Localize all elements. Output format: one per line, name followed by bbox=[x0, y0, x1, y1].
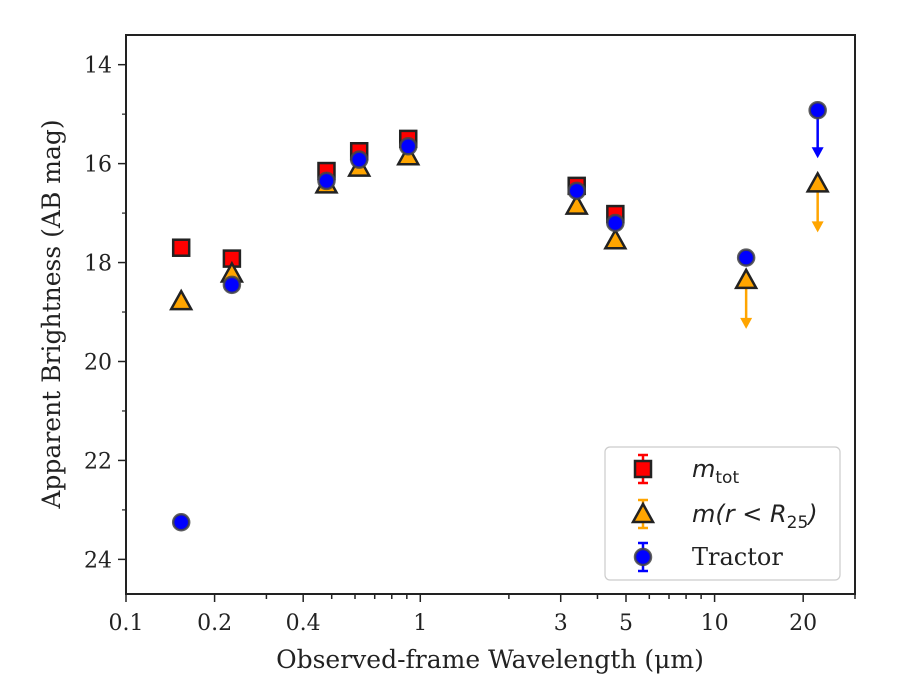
triangle-point bbox=[603, 227, 628, 250]
y-tick-label: 20 bbox=[84, 350, 112, 375]
x-tick-label: 20 bbox=[789, 611, 817, 636]
circle-point bbox=[171, 513, 191, 532]
circle-point bbox=[349, 150, 369, 169]
circle-point bbox=[398, 137, 418, 156]
x-tick-label: 3 bbox=[554, 611, 568, 636]
triangle-point bbox=[805, 170, 830, 193]
legend: mtot m(r < R25) Tractor bbox=[604, 446, 841, 581]
x-tick-label: 0.1 bbox=[109, 611, 144, 636]
triangle-point bbox=[169, 288, 194, 311]
y-tick-label: 24 bbox=[84, 548, 112, 573]
legend-label: mtot bbox=[692, 455, 739, 488]
x-tick-label: 5 bbox=[619, 611, 633, 636]
upper-limit-arrow-head bbox=[811, 147, 824, 159]
x-axis-label: Observed-frame Wavelength (μm) bbox=[276, 645, 704, 674]
y-axis-ticks: 14 16 18 20 22 24 bbox=[84, 54, 126, 573]
circle-point bbox=[606, 213, 625, 233]
circle-point bbox=[808, 100, 827, 120]
square-point bbox=[171, 238, 191, 257]
x-tick-label: 0.2 bbox=[197, 611, 232, 636]
x-tick-label: 1 bbox=[413, 611, 427, 636]
circle-point bbox=[567, 181, 586, 201]
legend-label: m(r < R25) bbox=[692, 500, 818, 533]
legend-square-marker bbox=[633, 459, 653, 479]
plot-frame bbox=[125, 34, 856, 595]
x-axis-ticks: 0.1 0.2 0.4 1 3 5 10 20 bbox=[109, 594, 856, 636]
circle-point bbox=[222, 275, 242, 295]
y-tick-label: 22 bbox=[84, 449, 112, 474]
data-points bbox=[169, 100, 830, 532]
triangle-point bbox=[564, 193, 589, 215]
upper-limit-arrow-head bbox=[811, 221, 824, 233]
x-tick-label: 10 bbox=[701, 611, 729, 636]
triangle-point bbox=[734, 267, 759, 290]
x-tick-label: 0.4 bbox=[286, 611, 321, 636]
circle-point bbox=[317, 171, 336, 191]
legend-item: mtot bbox=[633, 453, 739, 488]
legend-triangle-marker bbox=[630, 501, 656, 524]
y-tick-label: 18 bbox=[84, 252, 112, 277]
y-tick-label: 14 bbox=[84, 54, 112, 79]
legend-frame bbox=[604, 446, 841, 581]
upper-limit-arrow-head bbox=[740, 317, 753, 329]
circle-point bbox=[736, 248, 756, 267]
legend-item: m(r < R25) bbox=[630, 498, 818, 533]
y-tick-label: 16 bbox=[84, 153, 112, 178]
legend-item: Tractor bbox=[633, 541, 783, 573]
legend-label: Tractor bbox=[692, 543, 783, 571]
y-axis-label: Apparent Brightness (AB mag) bbox=[37, 119, 66, 509]
legend-circle-marker bbox=[633, 547, 653, 567]
